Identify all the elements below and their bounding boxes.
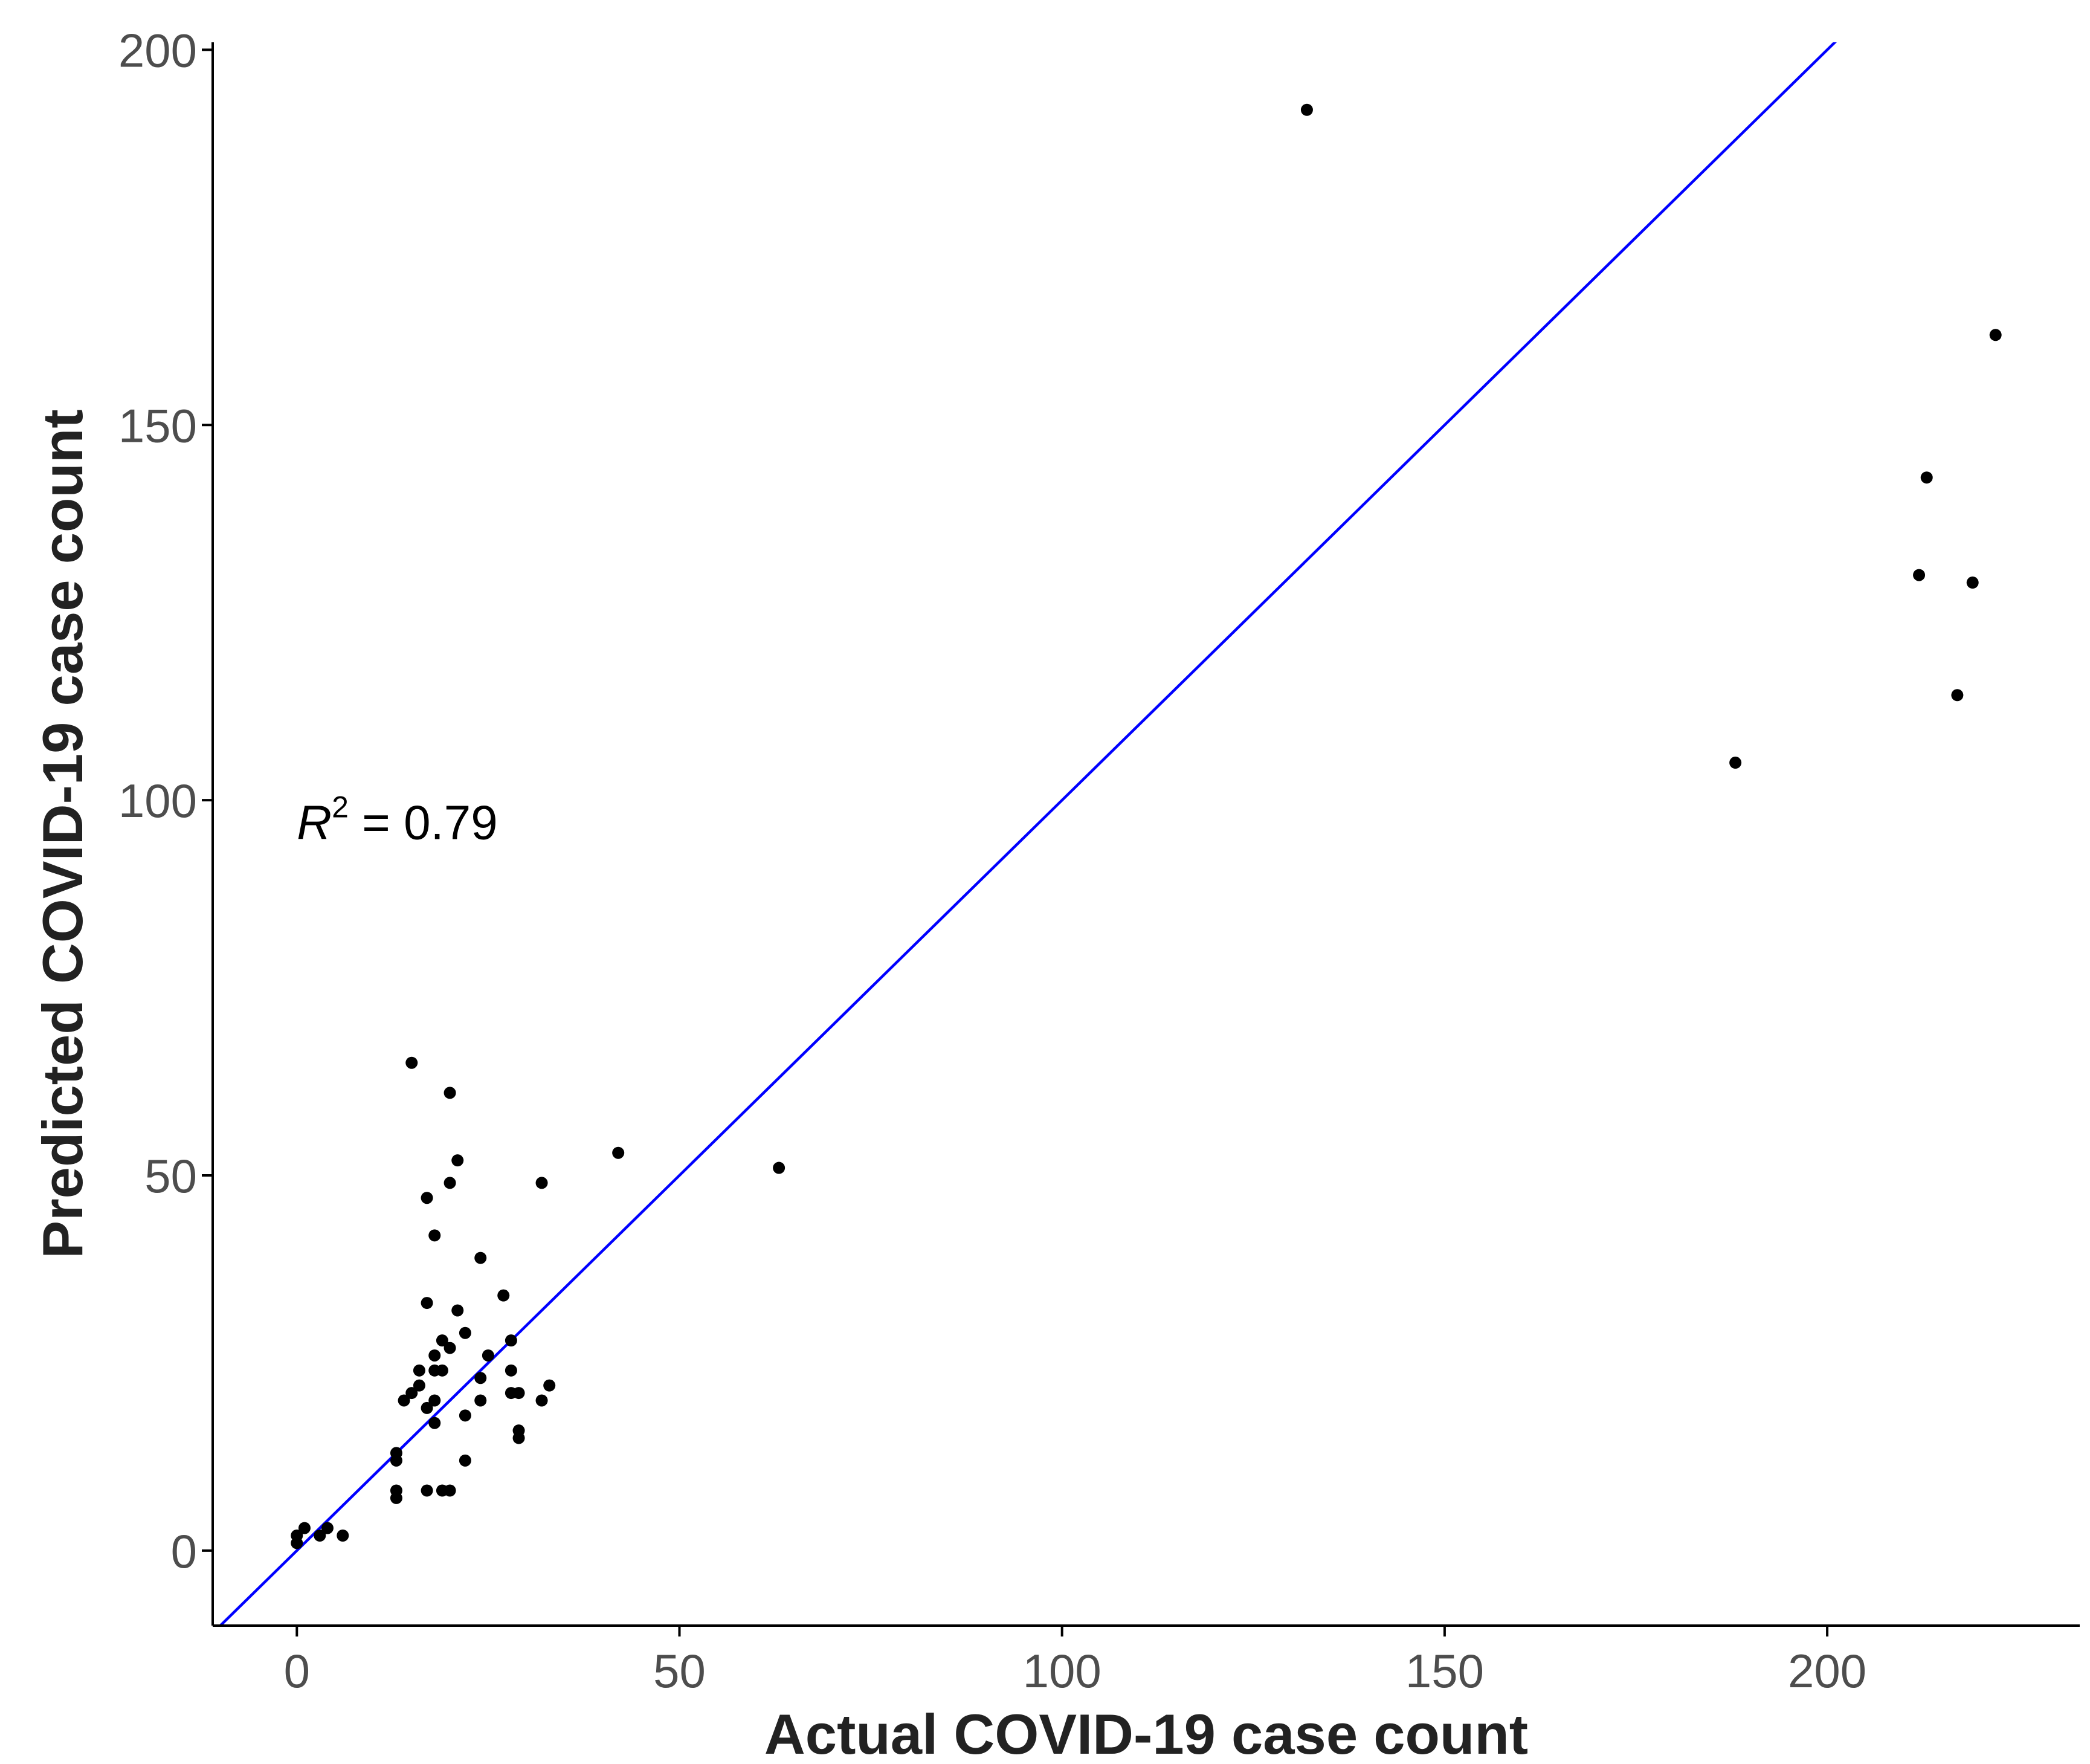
points-layer: [291, 103, 2002, 1549]
data-point: [505, 1364, 517, 1377]
r-value: = 0.79: [349, 795, 498, 849]
data-point: [459, 1454, 471, 1467]
data-point: [1989, 329, 2002, 341]
fit-line-layer: [218, 42, 1837, 1626]
data-point: [451, 1154, 464, 1167]
data-point: [436, 1334, 448, 1347]
x-tick-label: 200: [1788, 1644, 1866, 1698]
x-tick-label: 50: [653, 1644, 706, 1698]
data-point: [413, 1379, 425, 1392]
data-point: [459, 1409, 471, 1422]
y-tick-label: 150: [118, 399, 197, 452]
data-point: [443, 1484, 456, 1497]
x-tick-label: 100: [1023, 1644, 1101, 1698]
data-point: [314, 1529, 326, 1542]
data-point: [1300, 103, 1313, 116]
data-point: [474, 1394, 487, 1407]
data-point: [443, 1177, 456, 1189]
axes-layer: 0 50 100 150 200 0 50 100 150 200: [118, 24, 2080, 1698]
data-point: [428, 1229, 441, 1242]
x-tick-label: 0: [284, 1644, 310, 1698]
data-point: [612, 1146, 625, 1159]
data-point: [535, 1177, 548, 1189]
labels-layer: Actual COVID-19 case count Predicted COVI…: [31, 409, 1528, 1764]
data-point: [428, 1394, 441, 1407]
data-point: [298, 1522, 311, 1534]
data-point: [512, 1387, 525, 1400]
data-point: [405, 1056, 418, 1069]
data-point: [773, 1161, 785, 1174]
x-axis-title: Actual COVID-19 case count: [764, 1702, 1528, 1764]
data-point: [390, 1484, 402, 1497]
data-point: [505, 1334, 517, 1347]
data-point: [1966, 577, 1979, 589]
data-point: [451, 1304, 464, 1317]
data-point: [428, 1417, 441, 1429]
data-point: [421, 1401, 433, 1414]
data-point: [421, 1297, 433, 1310]
data-point: [443, 1087, 456, 1099]
data-point: [390, 1447, 402, 1459]
data-point: [413, 1364, 425, 1377]
data-point: [474, 1252, 487, 1264]
data-point: [1729, 757, 1742, 769]
fit-line: [218, 42, 1837, 1626]
y-tick-label: 50: [144, 1149, 197, 1203]
data-point: [421, 1484, 433, 1497]
data-point: [497, 1289, 510, 1302]
data-point: [337, 1529, 349, 1542]
y-tick-label: 0: [171, 1525, 197, 1578]
data-point: [512, 1424, 525, 1437]
r-symbol: R: [297, 795, 332, 849]
x-tick-label: 150: [1405, 1644, 1484, 1698]
data-point: [1920, 471, 1933, 484]
r-squared-annotation: R2 = 0.79: [297, 790, 497, 849]
data-point: [443, 1342, 456, 1354]
data-point: [543, 1379, 556, 1392]
data-point: [535, 1394, 548, 1407]
data-point: [482, 1349, 494, 1362]
data-point: [291, 1529, 303, 1542]
data-point: [398, 1394, 410, 1407]
data-point: [405, 1387, 418, 1400]
data-point: [321, 1522, 334, 1534]
y-tick-label: 100: [118, 774, 197, 827]
data-point: [1913, 569, 1926, 581]
data-point: [421, 1192, 433, 1204]
data-point: [474, 1372, 487, 1384]
y-axis-title: Predicted COVID-19 case count: [31, 409, 94, 1258]
data-point: [428, 1349, 441, 1362]
y-tick-label: 200: [118, 24, 197, 77]
data-point: [459, 1326, 471, 1339]
data-point: [436, 1364, 448, 1377]
data-point: [1951, 689, 1964, 702]
r-superscript: 2: [332, 790, 349, 824]
